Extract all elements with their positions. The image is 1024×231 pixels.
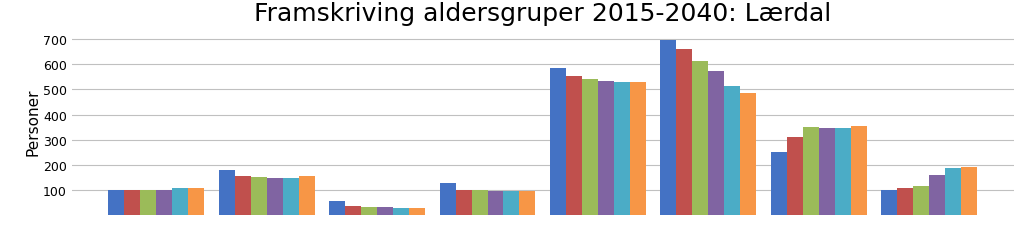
Bar xyxy=(172,189,188,215)
Bar xyxy=(266,179,283,215)
Bar xyxy=(882,190,897,215)
Bar xyxy=(550,69,566,215)
Bar xyxy=(709,71,724,215)
Bar xyxy=(582,80,598,215)
Bar xyxy=(283,179,299,215)
Bar xyxy=(740,94,756,215)
Bar xyxy=(109,190,125,215)
Bar xyxy=(299,176,314,215)
Bar xyxy=(835,129,851,215)
Bar xyxy=(692,61,709,215)
Bar xyxy=(345,206,361,215)
Bar xyxy=(566,76,582,215)
Bar xyxy=(961,167,977,215)
Bar xyxy=(519,191,536,215)
Bar xyxy=(819,129,835,215)
Bar xyxy=(724,86,740,215)
Bar xyxy=(439,183,456,215)
Bar xyxy=(472,190,487,215)
Bar xyxy=(125,190,140,215)
Bar xyxy=(851,126,866,215)
Bar xyxy=(677,50,692,215)
Bar xyxy=(393,208,409,215)
Bar xyxy=(487,191,504,215)
Bar xyxy=(598,81,613,215)
Bar xyxy=(251,177,266,215)
Bar xyxy=(234,176,251,215)
Bar xyxy=(660,41,677,215)
Bar xyxy=(188,189,204,215)
Bar xyxy=(913,187,929,215)
Bar xyxy=(945,169,961,215)
Bar xyxy=(330,201,345,215)
Bar xyxy=(377,207,393,215)
Bar xyxy=(771,152,786,215)
Bar xyxy=(157,190,172,215)
Title: Framskriving aldersgruper 2015-2040: Lærdal: Framskriving aldersgruper 2015-2040: Lær… xyxy=(254,2,831,26)
Bar xyxy=(219,170,234,215)
Bar xyxy=(897,189,913,215)
Bar xyxy=(929,175,945,215)
Bar xyxy=(140,190,157,215)
Bar xyxy=(630,83,646,215)
Bar xyxy=(504,191,519,215)
Bar xyxy=(361,207,377,215)
Bar xyxy=(786,137,803,215)
Bar xyxy=(456,190,472,215)
Bar xyxy=(803,127,819,215)
Bar xyxy=(409,208,425,215)
Bar xyxy=(613,83,630,215)
Y-axis label: Personer: Personer xyxy=(25,88,40,155)
